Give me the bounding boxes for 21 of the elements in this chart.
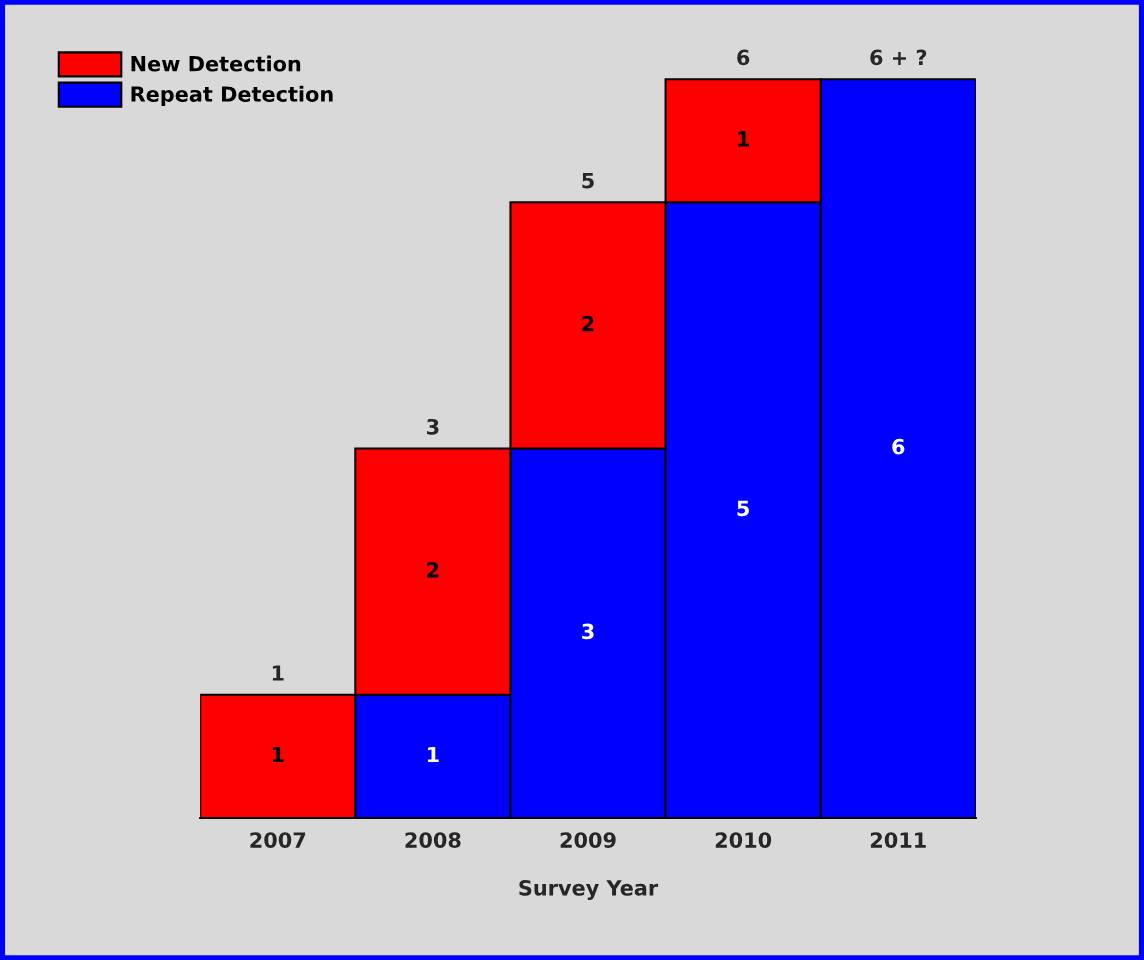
legend-label: New Detection bbox=[131, 55, 301, 72]
data-label: 2 bbox=[582, 315, 594, 332]
total-label: 5 bbox=[582, 172, 594, 189]
x-tick-label: 2010 bbox=[715, 832, 772, 848]
data-label: 1 bbox=[427, 746, 439, 763]
data-label: 2 bbox=[427, 561, 439, 578]
total-label: 6 + ? bbox=[870, 49, 927, 66]
data-label: 1 bbox=[272, 746, 284, 763]
x-tick-label: 2009 bbox=[560, 832, 616, 848]
x-tick-label: 2008 bbox=[405, 832, 461, 848]
legend-label: Repeat Detection bbox=[131, 85, 333, 106]
total-label: 6 bbox=[737, 49, 750, 66]
data-label: 5 bbox=[737, 500, 749, 517]
x-tick-label: 2011 bbox=[870, 832, 926, 848]
total-label: 3 bbox=[427, 418, 439, 435]
data-label: 6 bbox=[892, 438, 905, 455]
x-axis-title: Survey Year bbox=[519, 879, 659, 900]
x-tick-label: 2007 bbox=[250, 832, 306, 848]
data-label: 1 bbox=[738, 131, 749, 147]
data-label: 3 bbox=[582, 623, 594, 640]
total-label: 1 bbox=[272, 665, 284, 681]
